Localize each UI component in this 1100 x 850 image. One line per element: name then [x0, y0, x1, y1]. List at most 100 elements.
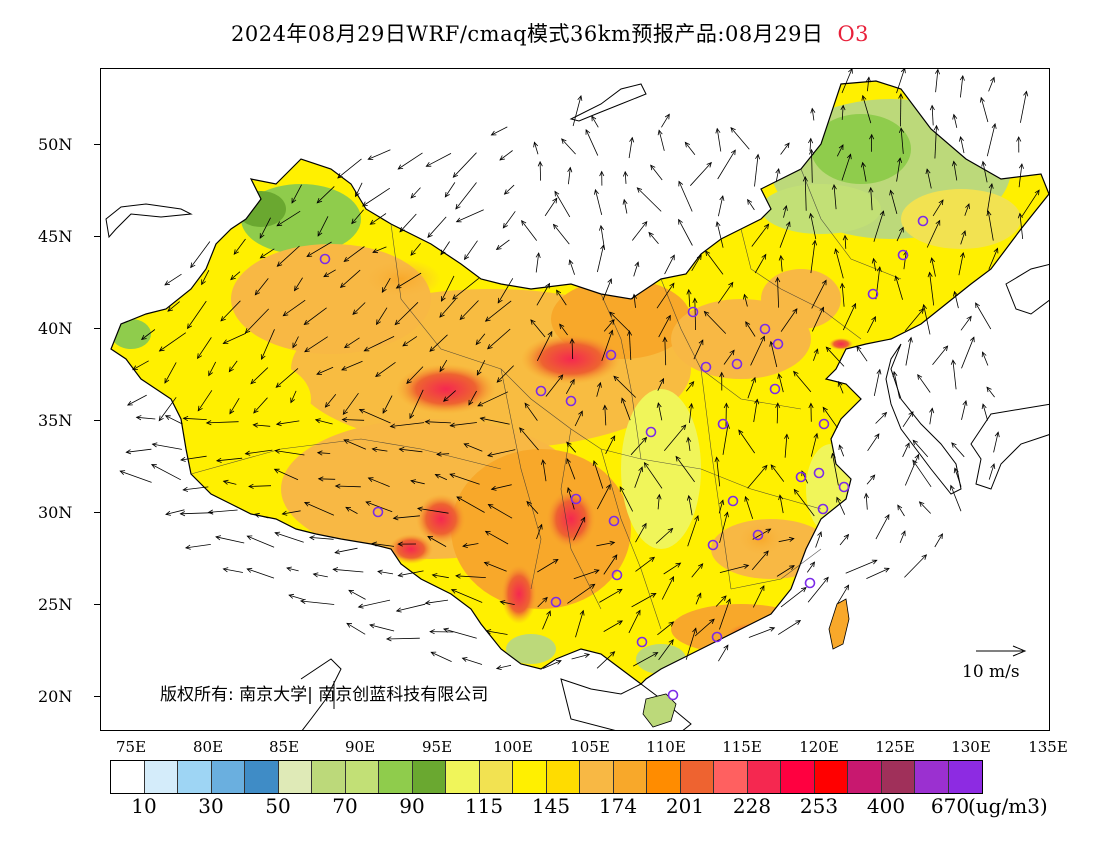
wind-arrow-head	[988, 182, 994, 189]
wind-arrow	[718, 500, 724, 514]
station-marker	[727, 495, 739, 507]
wind-arrow-head	[324, 402, 331, 408]
wind-arrow	[982, 351, 989, 366]
wind-arrow-head	[784, 142, 790, 149]
lon-label: 90E	[344, 738, 376, 756]
wind-arrow-head	[555, 660, 562, 665]
wind-arrow	[165, 415, 183, 425]
wind-arrow-head	[596, 381, 602, 388]
wind-arrow-head	[669, 282, 675, 289]
wind-arrow-head	[427, 535, 434, 541]
wind-arrow	[526, 501, 539, 514]
wind-arrow-head	[643, 462, 649, 468]
wind-arrow-head	[929, 407, 935, 414]
wind-arrow	[658, 639, 674, 661]
wind-arrow	[399, 213, 417, 233]
wind-arrow	[254, 278, 269, 296]
wind-arrow-head	[694, 515, 699, 521]
station-marker	[700, 361, 712, 373]
wind-arrow-head	[276, 221, 283, 227]
wind-arrow-head	[894, 275, 900, 282]
wind-arrow-head	[664, 113, 670, 120]
wind-arrow	[960, 316, 972, 331]
wind-arrow	[650, 164, 663, 181]
wind-arrow	[744, 294, 748, 307]
wind-arrow-head	[443, 396, 449, 402]
lon-label: 80E	[192, 738, 224, 756]
wind-arrow-head	[665, 314, 671, 321]
wind-arrow	[151, 464, 181, 481]
wind-arrow-head	[950, 484, 955, 491]
wind-arrow	[462, 657, 483, 665]
wind-arrow-head	[215, 535, 221, 541]
wind-arrow-head	[990, 463, 996, 469]
wind-arrow	[245, 449, 273, 455]
wind-arrow	[369, 624, 395, 632]
station-marker	[752, 529, 764, 541]
wind-arrow-head	[775, 167, 781, 174]
wind-arrow	[988, 248, 998, 270]
station-marker	[917, 215, 929, 227]
wind-arrow-head	[918, 501, 925, 507]
wind-arrow-head	[246, 567, 253, 573]
wind-arrow	[793, 489, 815, 517]
wind-arrow	[862, 162, 867, 182]
wind-arrow-head	[649, 556, 656, 562]
wind-arrow	[678, 181, 693, 212]
wind-arrow	[624, 171, 627, 184]
wind-arrow-head	[706, 161, 712, 168]
wind-arrow	[904, 308, 924, 332]
wind-arrow-head	[424, 419, 431, 425]
copyright-text: 版权所有: 南京大学| 南京创蓝科技有限公司	[160, 685, 489, 705]
wind-arrow-head	[600, 244, 606, 251]
wind-arrow-head	[304, 347, 310, 353]
wind-arrow	[571, 338, 574, 360]
wind-arrow	[542, 459, 547, 482]
wind-arrow-head	[424, 600, 431, 606]
wind-arrow	[929, 408, 933, 425]
wind-arrow-head	[484, 316, 491, 322]
wind-arrow-head	[312, 572, 319, 578]
wind-arrow-head	[730, 149, 736, 156]
wind-arrow	[832, 453, 839, 486]
wind-arrow-head	[246, 535, 253, 541]
wind-arrow	[960, 230, 966, 245]
wind-arrow	[496, 664, 512, 669]
wind-arrow	[449, 473, 480, 485]
wind-arrow	[443, 390, 456, 402]
wind-arrow-head	[275, 382, 282, 388]
wind-arrow	[837, 584, 849, 605]
wind-arrow-head	[871, 559, 878, 565]
colorbar-swatch	[747, 761, 781, 793]
wind-arrow-head	[294, 285, 299, 292]
wind-arrow-head	[524, 402, 530, 409]
wind-arrow	[480, 417, 510, 425]
wind-arrow	[695, 593, 702, 605]
wind-arrow	[340, 269, 361, 288]
wind-arrow	[1019, 213, 1024, 240]
wind-arrow	[777, 620, 801, 635]
wind-arrow	[375, 361, 396, 377]
station-marker	[611, 569, 623, 581]
wind-arrow-head	[981, 160, 987, 167]
wind-arrow	[783, 205, 787, 218]
wind-arrow	[381, 278, 391, 293]
wind-arrow-head	[764, 223, 770, 230]
wind-arrow-head	[969, 336, 975, 343]
wind-arrow-head	[678, 180, 684, 187]
wind-arrow	[410, 243, 422, 256]
wind-arrow-head	[205, 420, 212, 426]
wind-arrow-head	[865, 76, 871, 83]
wind-arrow	[1018, 163, 1023, 188]
wind-arrow	[841, 105, 844, 120]
wind-arrow-head	[898, 127, 905, 134]
wind-arrow-head	[709, 618, 715, 624]
wind-arrow	[261, 329, 275, 360]
wind-arrow-head	[292, 342, 298, 349]
wind-arrow	[655, 528, 673, 544]
wind-arrow	[141, 329, 156, 340]
wind-arrow-head	[692, 297, 698, 304]
wind-arrow	[923, 304, 931, 335]
wind-arrow	[208, 509, 238, 513]
wind-arrow-head	[164, 280, 170, 286]
